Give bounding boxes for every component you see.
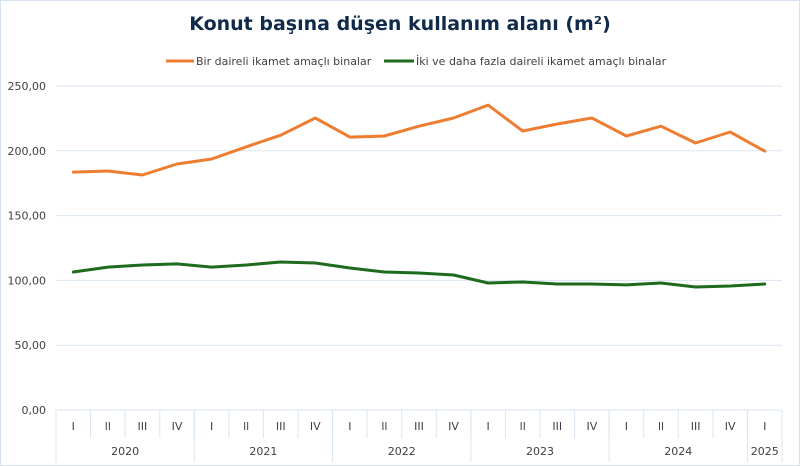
series-line-1 — [71, 260, 767, 289]
x-tick-quarter: I — [625, 420, 628, 433]
y-tick-label: 0,00 — [22, 404, 47, 417]
x-tick-quarter: III — [691, 420, 701, 433]
legend: Bir daireli ikamet amaçlı binalar İki ve… — [166, 55, 667, 68]
y-tick-label: 100,00 — [8, 274, 47, 287]
series-line-0 — [71, 103, 767, 177]
x-tick-quarter: III — [138, 420, 148, 433]
x-tick-quarter: ll — [105, 420, 111, 433]
x-tick-quarter: IV — [586, 420, 597, 433]
x-tick-quarter: IV — [310, 420, 321, 433]
y-tick-label: 50,00 — [15, 339, 47, 352]
x-tick-year: 2023 — [526, 445, 554, 458]
x-tick-quarter: I — [348, 420, 351, 433]
x-tick-quarter: IV — [725, 420, 736, 433]
x-tick-quarter: III — [552, 420, 562, 433]
chart-title: Konut başına düşen kullanım alanı (m²) — [189, 13, 611, 35]
x-tick-quarter: IV — [172, 420, 183, 433]
y-tick-label: 150,00 — [8, 210, 47, 223]
x-tick-quarter: I — [72, 420, 75, 433]
x-tick-year: 2025 — [751, 445, 779, 458]
x-tick-quarter: III — [276, 420, 286, 433]
x-tick-quarter: ll — [520, 420, 526, 433]
x-tick-year: 2022 — [388, 445, 416, 458]
x-tick-quarter: ll — [658, 420, 664, 433]
x-tick-quarter: IV — [448, 420, 459, 433]
x-tick-year: 2024 — [664, 445, 692, 458]
x-tick-year: 2021 — [249, 445, 277, 458]
legend-label-1: İki ve daha fazla daireli ikamet amaçlı … — [416, 55, 667, 68]
x-tick-year: 2020 — [111, 445, 139, 458]
y-tick-label: 200,00 — [8, 145, 47, 158]
legend-label-0: Bir daireli ikamet amaçlı binalar — [196, 55, 372, 68]
x-tick-quarter: ll — [243, 420, 249, 433]
x-tick-quarter: III — [414, 420, 424, 433]
y-tick-label: 250,00 — [8, 80, 47, 93]
x-tick-quarter: I — [763, 420, 766, 433]
x-tick-quarter: ll — [381, 420, 387, 433]
x-tick-quarter: I — [487, 420, 490, 433]
x-tick-quarter: I — [210, 420, 213, 433]
